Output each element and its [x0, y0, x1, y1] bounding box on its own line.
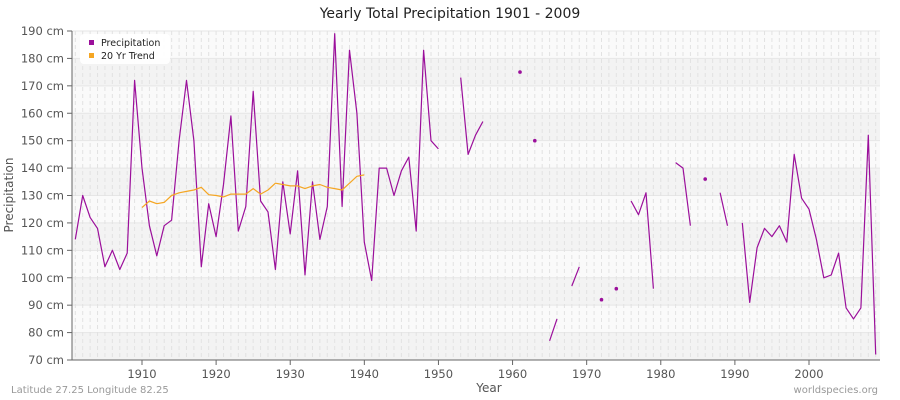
y-tick-label: 100 cm [21, 271, 64, 285]
y-tick-label: 150 cm [21, 134, 64, 148]
legend-box [80, 34, 170, 64]
trend-series [141, 174, 365, 209]
x-tick-label: 1990 [720, 367, 749, 381]
legend-label-precipitation: Precipitation [101, 38, 160, 49]
y-tick-label: 160 cm [21, 106, 64, 120]
x-tick-label: 2000 [794, 367, 823, 381]
y-tick-label: 180 cm [21, 51, 64, 65]
x-tick-label: 1910 [127, 367, 156, 381]
x-tick-label: 1950 [424, 367, 453, 381]
x-tick-label: 1980 [646, 367, 675, 381]
y-tick-label: 140 cm [21, 161, 64, 175]
x-axis-title: Year [475, 381, 501, 395]
legend-swatch-trend [89, 53, 94, 58]
y-tick-label: 170 cm [21, 79, 64, 93]
series-layer [74, 33, 877, 355]
x-tick-label: 1930 [276, 367, 305, 381]
chart-title: Yearly Total Precipitation 1901 - 2009 [319, 6, 581, 22]
legend-swatch-precipitation [89, 40, 94, 45]
source-label: worldspecies.org [794, 385, 878, 396]
y-axis-ticks: 70 cm 80 cm 90 cm 100 cm 110 cm 120 cm 130 cm 1… [21, 24, 72, 367]
location-label: Latitude 27.25 Longitude 82.25 [11, 385, 169, 396]
x-axis-ticks: 1910 1920 1930 1940 1950 1960 1970 1980 1990 2000 [127, 360, 824, 381]
x-tick-label: 1940 [350, 367, 379, 381]
y-tick-label: 80 cm [28, 326, 64, 340]
y-axis-title: Precipitation [2, 157, 16, 232]
legend-label-trend: 20 Yr Trend [101, 51, 155, 62]
x-tick-label: 1960 [498, 367, 527, 381]
y-tick-label: 120 cm [21, 216, 64, 230]
y-tick-label: 70 cm [28, 353, 64, 367]
x-tick-label: 1920 [201, 367, 230, 381]
y-tick-label: 130 cm [21, 189, 64, 203]
x-tick-label: 1970 [572, 367, 601, 381]
y-tick-label: 190 cm [21, 24, 64, 38]
legend: Precipitation 20 Yr Trend [80, 34, 170, 64]
precipitation-series [74, 33, 877, 355]
y-tick-label: 110 cm [21, 243, 64, 257]
y-tick-label: 90 cm [28, 298, 64, 312]
